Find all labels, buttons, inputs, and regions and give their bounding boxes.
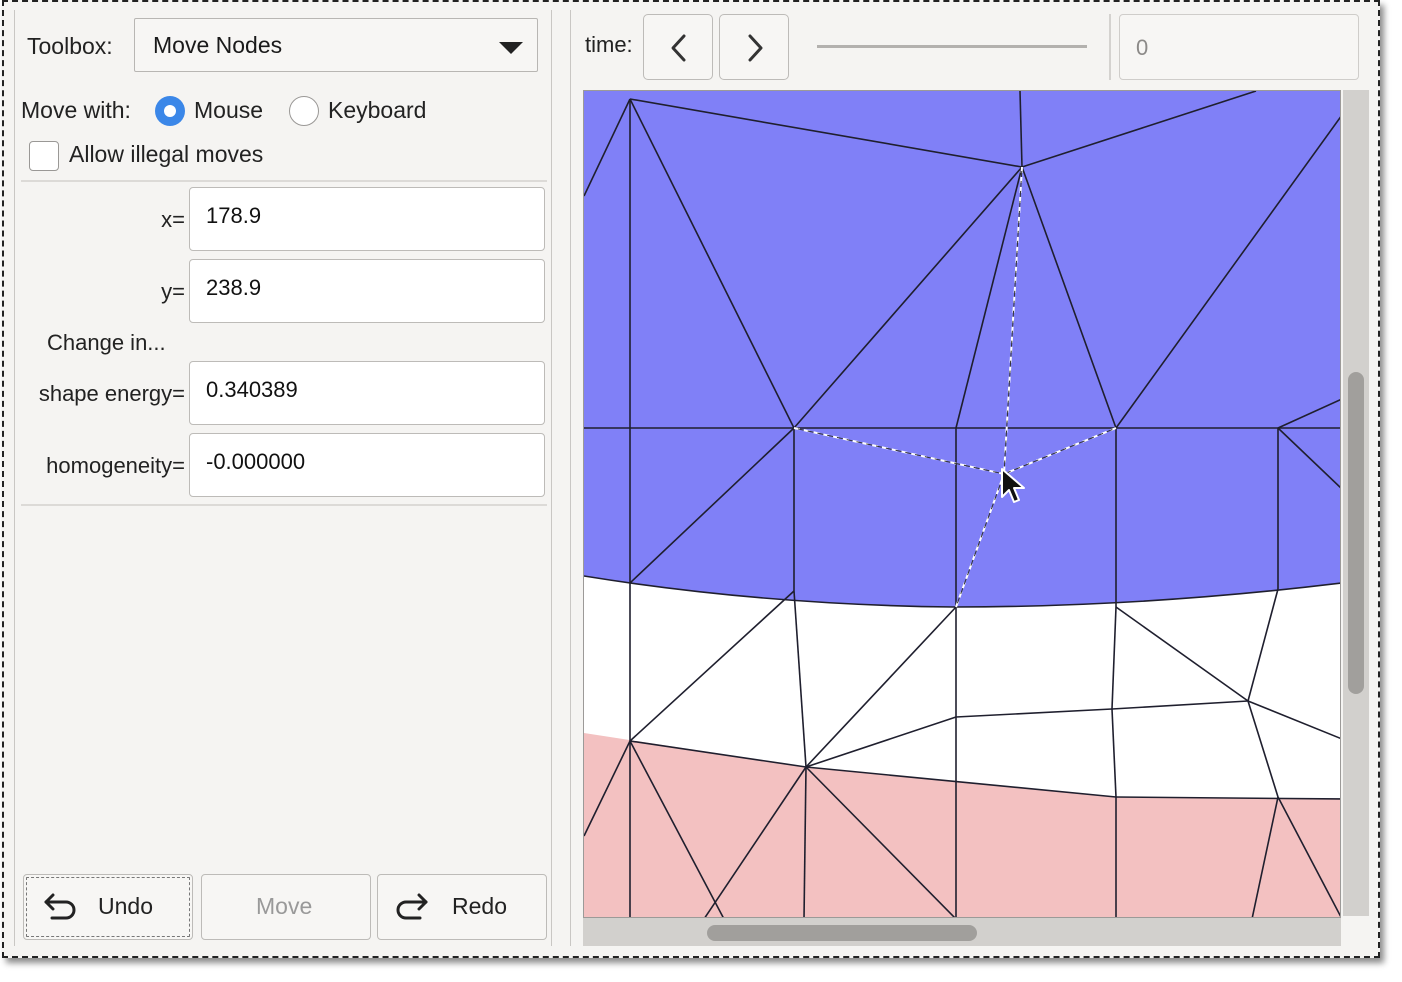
x-label: x=	[161, 207, 185, 232]
time-label: time:	[585, 32, 633, 57]
move-label: Move	[256, 893, 313, 919]
change-in-heading: Change in...	[47, 330, 166, 355]
y-input[interactable]	[206, 275, 526, 301]
prev-time-button[interactable]	[643, 14, 713, 80]
pink-region	[584, 733, 1340, 917]
divider	[21, 504, 547, 506]
toolbox-panel: Toolbox: Move Nodes Move with: Mouse Key…	[14, 10, 552, 946]
blue-region	[584, 91, 1340, 607]
redo-button[interactable]: Redo	[377, 874, 547, 940]
homogeneity-label: homogeneity=	[46, 453, 185, 478]
undo-button[interactable]: Undo	[23, 874, 193, 940]
time-input[interactable]	[1136, 35, 1336, 61]
x-field[interactable]	[189, 187, 545, 251]
allow-illegal-moves-label[interactable]: Allow illegal moves	[69, 141, 264, 167]
allow-illegal-moves-checkbox[interactable]	[29, 141, 59, 171]
mouse-pointer-icon	[1001, 468, 1025, 503]
y-field[interactable]	[189, 259, 545, 323]
moving-node-edges-shadow	[793, 166, 1117, 608]
undo-arrow-icon	[44, 893, 76, 920]
redo-label: Redo	[452, 893, 507, 919]
toolbox-label: Toolbox:	[27, 33, 113, 59]
x-input[interactable]	[206, 203, 526, 229]
homogeneity-field[interactable]	[189, 433, 545, 497]
divider	[21, 180, 547, 182]
undo-label: Undo	[98, 893, 153, 919]
redo-arrow-icon	[396, 893, 428, 920]
move-with-label: Move with:	[21, 97, 131, 123]
mesh-drawing[interactable]	[584, 91, 1341, 918]
horizontal-scroll-thumb[interactable]	[707, 925, 977, 941]
y-label: y=	[161, 279, 185, 304]
shape-energy-field[interactable]	[189, 361, 545, 425]
chevron-right-icon	[748, 34, 763, 62]
move-nodes-window: Toolbox: Move Nodes Move with: Mouse Key…	[2, 0, 1380, 958]
move-button[interactable]: Move	[201, 874, 371, 940]
divider	[1109, 14, 1111, 80]
time-slider[interactable]	[817, 45, 1087, 48]
radio-keyboard-label[interactable]: Keyboard	[328, 97, 427, 123]
canvas-panel: time:	[570, 10, 1374, 946]
radio-keyboard[interactable]	[289, 96, 319, 126]
shape-energy-label: shape energy=	[38, 381, 185, 406]
toolbox-selected-value: Move Nodes	[153, 32, 283, 58]
shape-energy-input[interactable]	[206, 377, 526, 403]
chevron-left-icon	[671, 34, 686, 62]
mesh-edges	[584, 91, 1340, 917]
toolbox-dropdown[interactable]: Move Nodes	[134, 18, 538, 72]
chevron-down-icon	[499, 42, 523, 54]
vertical-scroll-thumb[interactable]	[1348, 372, 1364, 694]
radio-mouse[interactable]	[155, 96, 185, 126]
next-time-button[interactable]	[719, 14, 789, 80]
radio-mouse-label[interactable]: Mouse	[194, 97, 264, 123]
mesh-canvas[interactable]	[583, 90, 1341, 918]
time-field[interactable]	[1119, 14, 1359, 80]
homogeneity-input[interactable]	[206, 449, 526, 475]
